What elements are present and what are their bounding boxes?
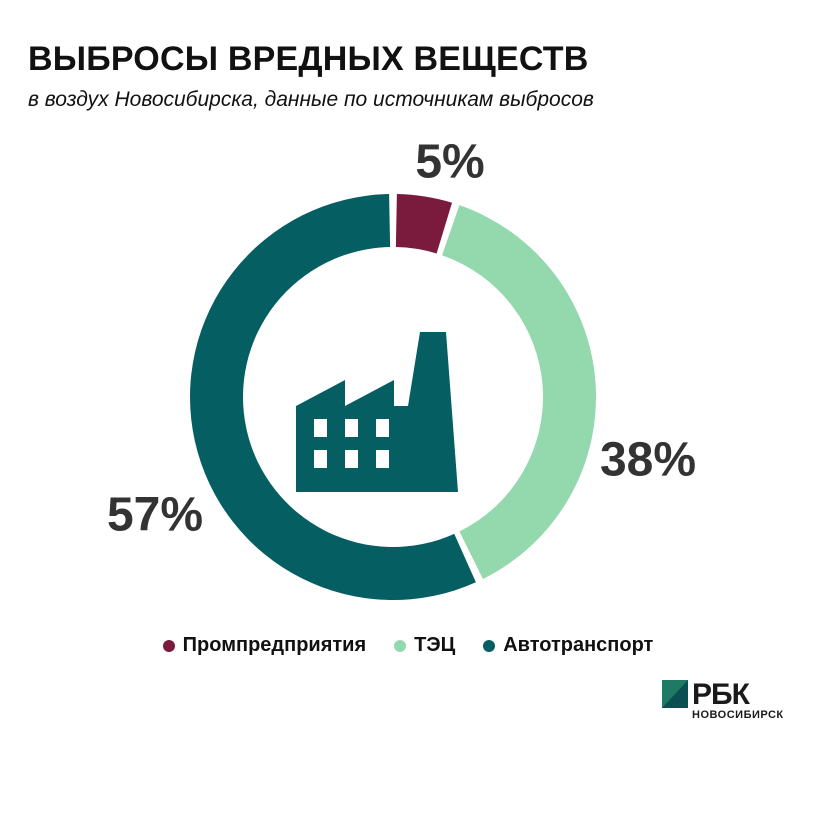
logo-subtitle: НОВОСИБИРСК [692, 709, 784, 721]
legend-label-chp: ТЭЦ [414, 634, 456, 656]
data-label-transport: 57% [107, 489, 203, 542]
chart-title: ВЫБРОСЫ ВРЕДНЫХ ВЕЩЕСТВ [28, 40, 589, 78]
chart-legend: Промпредприятия ТЭЦ Автотранспорт [0, 634, 816, 657]
donut-slice-transport [190, 194, 476, 600]
logo-word: РБК [692, 678, 750, 711]
legend-item-transport: Автотранспорт [483, 634, 653, 657]
donut-slice-chp [442, 205, 596, 579]
rbc-logo-icon [662, 680, 688, 708]
data-label-industry: 5% [415, 136, 484, 189]
legend-item-chp: ТЭЦ [394, 634, 455, 657]
legend-dot-industry [162, 639, 175, 652]
factory-icon [296, 332, 458, 492]
chart-subtitle: в воздух Новосибирска, данные по источни… [28, 88, 594, 111]
data-label-chp: 38% [600, 434, 696, 487]
legend-dot-chp [394, 639, 407, 652]
legend-item-industry: Промпредприятия [162, 634, 367, 657]
legend-label-industry: Промпредприятия [182, 634, 367, 656]
legend-dot-transport [483, 639, 496, 652]
legend-label-transport: Автотранспорт [503, 634, 654, 656]
rbc-logo: РБК НОВОСИБИРСК [662, 678, 802, 726]
donut-slice-industry [395, 194, 453, 254]
